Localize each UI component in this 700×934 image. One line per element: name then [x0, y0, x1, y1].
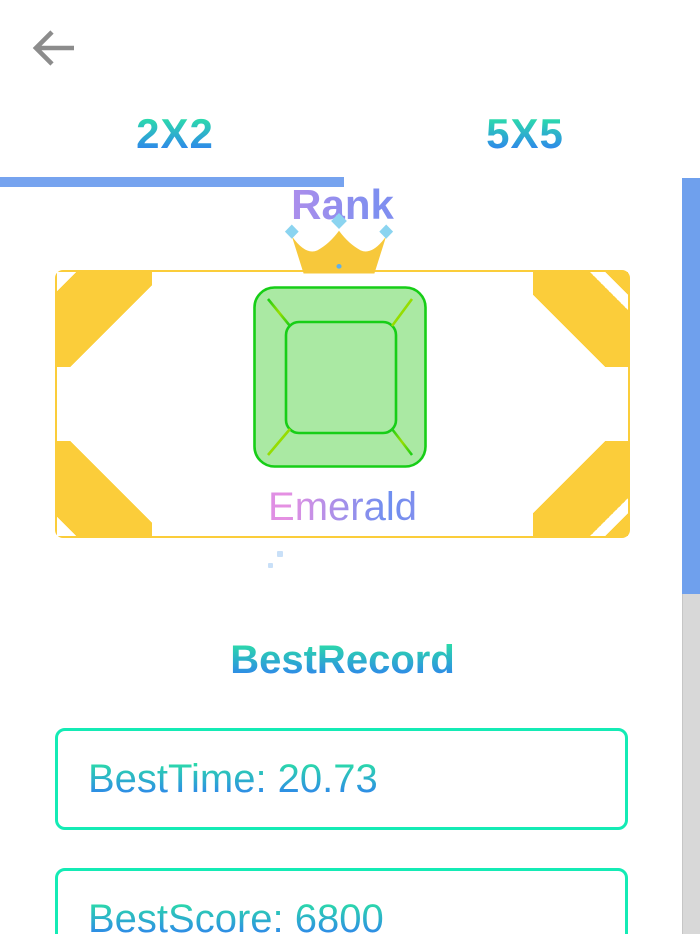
emerald-gem-icon — [252, 286, 427, 468]
sparkle-dot — [277, 551, 283, 557]
gem-name-label: Emerald — [57, 485, 628, 530]
best-time-value: BestTime: 20.73 — [88, 756, 378, 801]
best-record-title: BestRecord — [0, 638, 685, 683]
card-corner-decoration — [57, 272, 152, 367]
tab-5x5[interactable]: 5X5 — [350, 110, 700, 158]
arrow-left-icon — [28, 30, 80, 77]
tab-2x2[interactable]: 2X2 — [0, 110, 350, 158]
best-score-value: BestScore: 6800 — [88, 897, 384, 934]
back-button[interactable] — [28, 22, 80, 74]
card-corner-decoration — [533, 272, 628, 367]
scrollbar-thumb[interactable] — [682, 178, 700, 594]
best-time-card: BestTime: 20.73 — [55, 728, 628, 830]
selected-tab-indicator — [0, 177, 344, 187]
best-score-card: BestScore: 6800 — [55, 868, 628, 934]
crown-icon — [280, 213, 398, 277]
scrollbar-track[interactable] — [682, 178, 700, 934]
sparkle-dot — [268, 563, 273, 568]
rank-card: Emerald — [55, 270, 630, 538]
